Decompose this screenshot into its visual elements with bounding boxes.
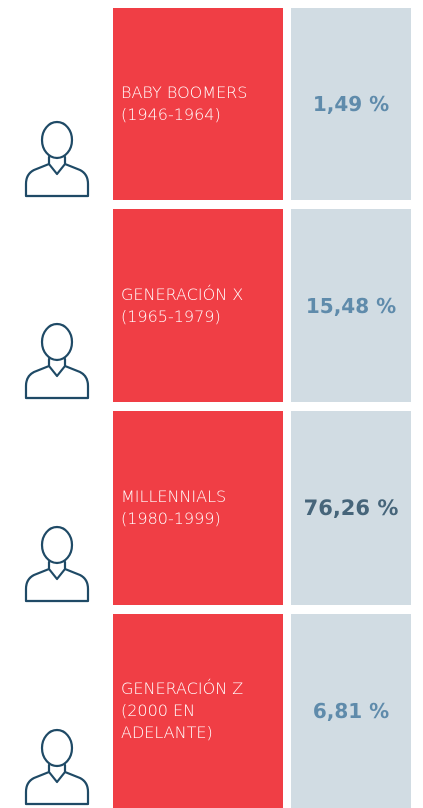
percentage: 1,49 % <box>312 92 390 116</box>
generation-label: GENERACIÓN Z (2000 EN ADELANTE) <box>113 614 283 808</box>
person-icon <box>14 209 100 402</box>
generation-label: BABY BOOMERS (1946-1964) <box>113 8 283 200</box>
label-line: BABY BOOMERS <box>121 83 248 102</box>
label-line: (1980-1999) <box>121 509 221 528</box>
icon <box>14 614 100 808</box>
generation-row: GENERACIÓN X (1965-1979) 15,48 % <box>0 209 423 402</box>
percentage: 15,48 % <box>305 293 397 318</box>
label-line: (1965-1979) <box>121 306 221 326</box>
label-line: GENERACIÓN X <box>121 284 244 304</box>
generation-row: MILLENNIALS (1980-1999) 76,26 % <box>0 411 423 605</box>
person-icon <box>14 614 100 808</box>
icon <box>14 8 100 200</box>
generation-row: GENERACIÓN Z (2000 EN ADELANTE) 6,81 % <box>0 614 423 808</box>
value-cell: 76,26 % <box>291 411 411 605</box>
person-icon <box>14 411 100 605</box>
value-cell: 6,81 % <box>291 614 411 808</box>
value-cell: 15,48 % <box>291 209 411 402</box>
generation-row: BABY BOOMERS (1946-1964) 1,49 % <box>0 8 423 200</box>
label-line: (2000 EN <box>121 701 196 720</box>
label-line: ADELANTE) <box>121 723 213 742</box>
icon <box>14 411 100 605</box>
generation-label: MILLENNIALS (1980-1999) <box>113 411 283 605</box>
percentage: 6,81 % <box>312 699 390 723</box>
percentage: 76,26 % <box>303 496 399 520</box>
icon <box>14 209 100 402</box>
label-line: GENERACIÓN Z <box>121 679 244 698</box>
person-icon <box>14 8 100 200</box>
label-line: (1946-1964) <box>121 105 221 124</box>
generation-label: GENERACIÓN X (1965-1979) <box>113 209 283 402</box>
value-cell: 1,49 % <box>291 8 411 200</box>
label-line: MILLENNIALS <box>121 487 227 506</box>
